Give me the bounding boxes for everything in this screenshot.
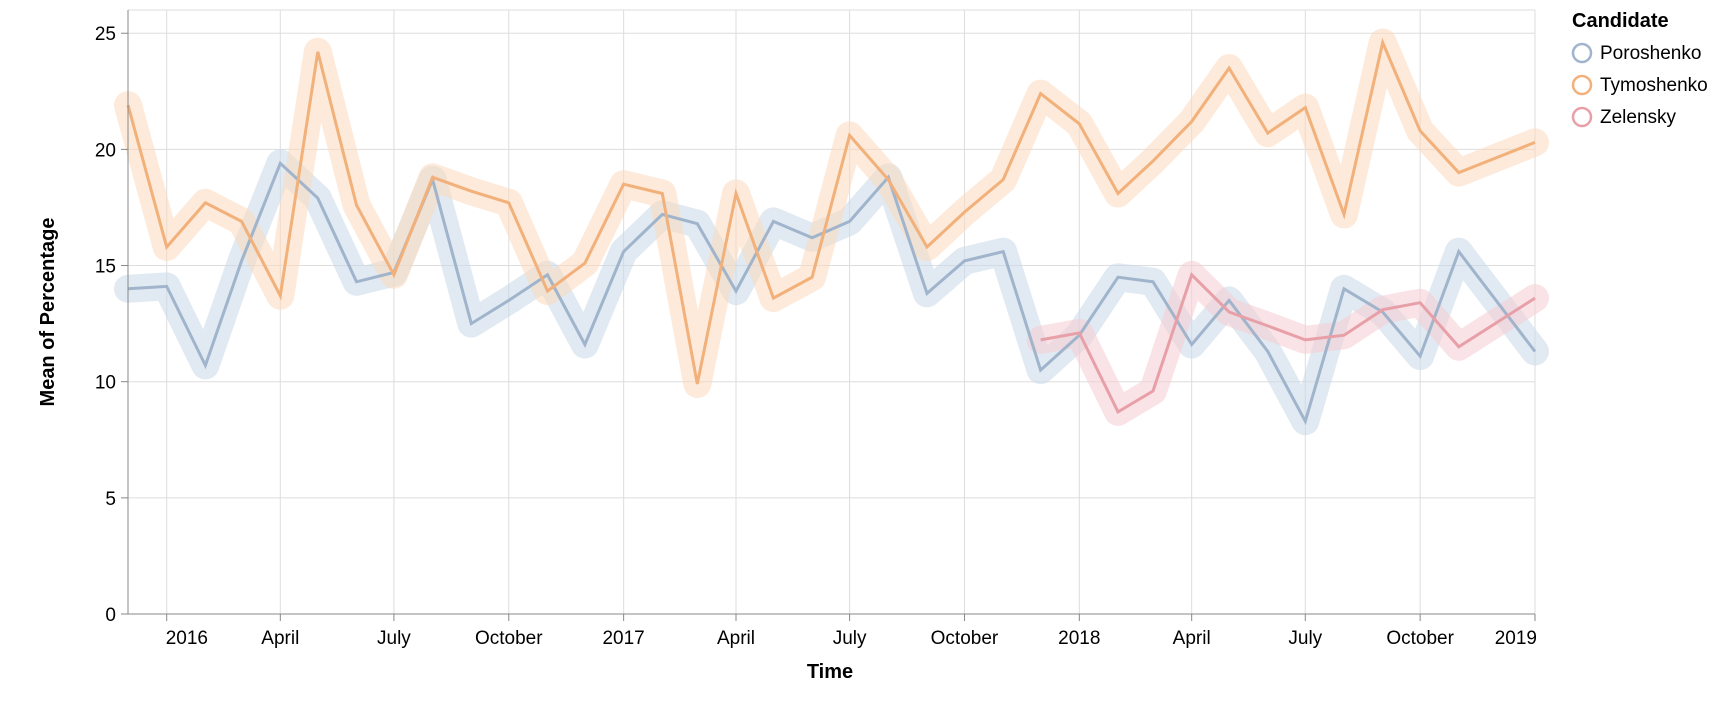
x-tick-label: 2019 [1495, 628, 1537, 649]
x-axis-ticks: 2016 April July October 2017 April July October… [166, 614, 1537, 649]
legend-item-tymoshenko[interactable]: Tymoshenko [1571, 74, 1708, 96]
y-tick-label: 25 [95, 24, 116, 45]
x-tick-label: July [833, 628, 867, 649]
y-tick-label: 0 [105, 605, 116, 626]
x-tick-label: October [475, 628, 543, 649]
legend: Candidate Poroshenko Tymoshenko Zelensky [1571, 10, 1708, 128]
y-axis-title: Mean of Percentage [37, 218, 59, 407]
legend-symbol [1571, 106, 1593, 128]
x-tick-label: 2017 [602, 628, 644, 649]
legend-item-zelensky[interactable]: Zelensky [1571, 106, 1677, 128]
y-tick-label: 5 [105, 489, 116, 510]
x-tick-label: October [931, 628, 999, 649]
y-tick-label: 10 [95, 373, 116, 394]
y-tick-label: 15 [95, 257, 116, 278]
series-halos [114, 28, 1549, 436]
x-tick-label: 2018 [1058, 628, 1100, 649]
x-tick-label: April [717, 628, 755, 649]
x-axis-title: Time [807, 661, 853, 683]
legend-label: Poroshenko [1600, 43, 1701, 64]
x-tick-label: October [1386, 628, 1454, 649]
x-tick-label: July [1288, 628, 1322, 649]
legend-item-poroshenko[interactable]: Poroshenko [1571, 42, 1701, 64]
x-tick-label: April [1173, 628, 1211, 649]
series-line-poroshenko [127, 160, 1537, 426]
legend-label: Tymoshenko [1600, 75, 1708, 96]
x-tick-label: 2016 [166, 628, 208, 649]
x-tick-label: July [377, 628, 411, 649]
y-axis-ticks: 0 5 10 15 20 25 [95, 24, 128, 626]
series-line-tymoshenko [126, 37, 1536, 385]
series-line-zelensky [1040, 272, 1536, 415]
y-tick-label: 20 [95, 140, 116, 161]
legend-title: Candidate [1572, 10, 1669, 32]
axes [127, 10, 1535, 615]
legend-symbol [1571, 74, 1593, 96]
legend-label: Zelensky [1600, 107, 1677, 128]
series-lines [126, 37, 1537, 426]
x-tick-label: April [261, 628, 299, 649]
legend-symbol [1571, 42, 1593, 64]
